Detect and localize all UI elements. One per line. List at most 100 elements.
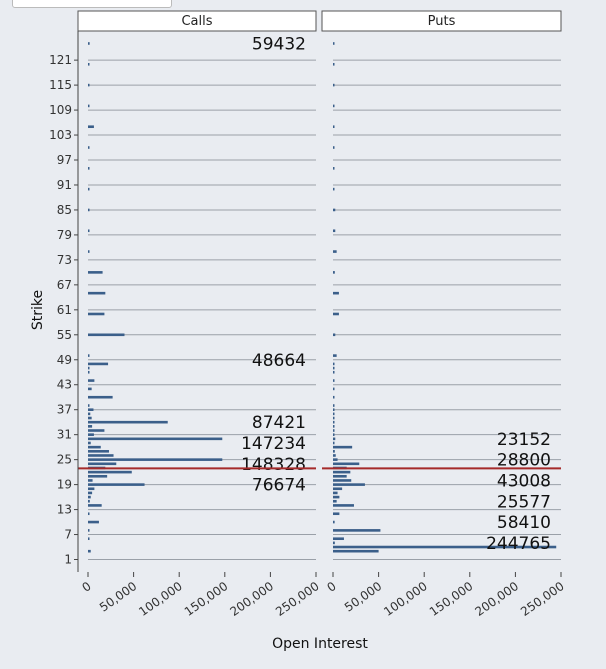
bar-calls bbox=[88, 408, 94, 411]
y-tick-label: 55 bbox=[57, 328, 72, 342]
bar-puts bbox=[333, 387, 335, 391]
bar-puts bbox=[333, 62, 335, 66]
bar-calls bbox=[88, 454, 114, 457]
grid-calls bbox=[88, 59, 316, 561]
value-annotation-puts: 28800 bbox=[497, 451, 551, 471]
bar-puts bbox=[333, 404, 335, 407]
bar-calls bbox=[88, 450, 109, 453]
bar-puts bbox=[333, 291, 339, 295]
bar-puts bbox=[333, 520, 335, 524]
y-tick-label: 73 bbox=[57, 253, 72, 267]
bar-puts bbox=[333, 146, 335, 149]
bar-calls bbox=[88, 520, 99, 524]
y-tick-label: 121 bbox=[49, 53, 72, 67]
y-tick-label: 61 bbox=[57, 303, 72, 317]
bar-puts bbox=[333, 429, 335, 432]
value-annotation-calls: 87421 bbox=[252, 413, 306, 433]
bar-calls bbox=[88, 370, 90, 374]
y-tick-label: 49 bbox=[57, 353, 72, 367]
x-tick-label-calls: 150,000 bbox=[182, 579, 231, 619]
bar-calls bbox=[88, 62, 90, 66]
bar-puts bbox=[333, 412, 335, 416]
bar-puts bbox=[333, 487, 343, 491]
bar-puts bbox=[333, 545, 557, 549]
y-tick-label: 109 bbox=[49, 103, 72, 117]
bar-calls bbox=[88, 83, 90, 87]
bar-calls bbox=[88, 379, 95, 382]
bar-puts bbox=[333, 549, 379, 553]
bar-calls bbox=[88, 42, 90, 45]
facet-label-puts: Puts bbox=[428, 14, 456, 29]
bar-calls bbox=[88, 445, 101, 449]
value-annotation-calls: 148328 bbox=[241, 455, 306, 475]
bar-calls bbox=[88, 366, 90, 370]
y-tick-label: 25 bbox=[57, 453, 72, 467]
bar-calls bbox=[88, 425, 93, 428]
bar-calls bbox=[88, 462, 117, 466]
x-tick-label-puts: 150,000 bbox=[427, 579, 476, 619]
bar-puts bbox=[333, 479, 352, 482]
bar-calls bbox=[88, 474, 108, 478]
bar-calls bbox=[88, 479, 93, 482]
bar-puts bbox=[333, 529, 381, 532]
bar-calls bbox=[88, 146, 90, 149]
value-annotation-calls: 59432 bbox=[252, 34, 306, 54]
facet-label-calls: Calls bbox=[181, 14, 212, 29]
bar-calls bbox=[88, 549, 91, 553]
bar-puts bbox=[333, 167, 335, 170]
bar-calls bbox=[88, 491, 93, 495]
y-tick-label: 115 bbox=[49, 78, 72, 92]
x-tick-label-puts: 50,000 bbox=[342, 579, 384, 615]
bar-calls bbox=[88, 229, 90, 233]
value-annotation-calls: 48664 bbox=[252, 351, 306, 371]
y-tick-label: 7 bbox=[64, 528, 72, 542]
bar-puts bbox=[333, 491, 338, 495]
y-tick-label: 37 bbox=[57, 403, 72, 417]
bar-puts bbox=[333, 541, 335, 545]
bar-puts bbox=[333, 362, 335, 366]
bar-calls bbox=[88, 499, 90, 503]
x-tick-label-calls: 100,000 bbox=[136, 579, 185, 619]
bar-calls bbox=[88, 483, 145, 486]
bar-calls bbox=[88, 437, 223, 441]
bar-puts bbox=[333, 441, 335, 445]
value-annotation-puts: 43008 bbox=[497, 471, 551, 491]
bar-puts bbox=[333, 445, 353, 449]
bar-puts bbox=[333, 470, 351, 474]
bar-calls bbox=[88, 312, 105, 316]
x-tick-label-calls: 200,000 bbox=[227, 579, 276, 619]
bar-puts bbox=[333, 437, 336, 441]
bar-puts bbox=[333, 458, 338, 461]
bar-calls bbox=[88, 529, 90, 532]
value-annotation-puts: 23152 bbox=[497, 430, 551, 450]
bar-calls bbox=[88, 487, 95, 491]
bar-puts bbox=[333, 425, 335, 428]
bar-puts bbox=[333, 333, 336, 337]
bar-puts bbox=[333, 537, 344, 541]
bar-puts bbox=[333, 483, 365, 486]
bar-puts bbox=[333, 271, 335, 274]
x-tick-label-calls: 50,000 bbox=[97, 579, 139, 615]
bar-puts bbox=[333, 104, 335, 108]
bar-calls bbox=[88, 512, 90, 516]
y-tick-label: 67 bbox=[57, 278, 72, 292]
bars-puts bbox=[333, 42, 557, 553]
bar-puts bbox=[333, 125, 335, 129]
x-tick-label-puts: 0 bbox=[324, 579, 338, 595]
bar-calls bbox=[88, 429, 105, 432]
bar-puts bbox=[333, 512, 340, 516]
bar-puts bbox=[333, 370, 335, 374]
y-tick-label: 97 bbox=[57, 153, 72, 167]
bar-puts bbox=[333, 187, 335, 191]
y-tick-label: 31 bbox=[57, 428, 72, 442]
grid-puts bbox=[333, 59, 561, 561]
toolbar-box[interactable] bbox=[12, 0, 172, 8]
facet-strip-calls bbox=[77, 10, 317, 32]
x-tick-label-calls: 0 bbox=[79, 579, 93, 595]
bar-calls bbox=[88, 495, 91, 499]
bar-calls bbox=[88, 395, 113, 399]
value-annotation-calls: 76674 bbox=[252, 476, 306, 496]
x-tick-label-puts: 200,000 bbox=[472, 579, 521, 619]
